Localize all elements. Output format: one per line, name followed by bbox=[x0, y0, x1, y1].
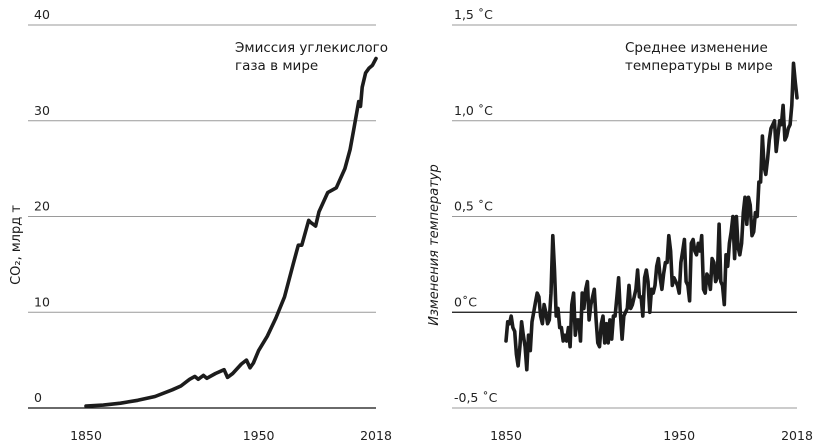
y-tick-label-2-2: 0,5 ˚C bbox=[454, 199, 493, 214]
y-tick-label-2-3: 1,0 ˚C bbox=[454, 103, 493, 118]
annotation-line-2-0: Среднее изменение bbox=[625, 40, 768, 56]
y-tick-label-2-4: 1,5 ˚C bbox=[454, 7, 493, 22]
y-tick-label-2-0: -0,5 ˚C bbox=[454, 390, 498, 405]
chart-annotation-2: Среднее изменение температуры в мире bbox=[625, 40, 773, 74]
x-tick-label-2-0: 1850 bbox=[490, 428, 522, 443]
chart-annotation-1: Эмиссия углекислого газа в мире bbox=[235, 40, 388, 74]
y-tick-label-1-4: 40 bbox=[34, 7, 50, 22]
annotation-line-1-0: Эмиссия углекислого bbox=[235, 40, 388, 56]
x-tick-label-1-1: 1950 bbox=[243, 428, 275, 443]
y-tick-label-1-0: 0 bbox=[34, 390, 42, 405]
x-tick-label-2-1: 1950 bbox=[663, 428, 695, 443]
annotation-line-2-1: температуры в мире bbox=[625, 58, 773, 74]
y-axis-label-2: Изменения температур bbox=[427, 164, 442, 325]
y-tick-label-1-2: 20 bbox=[34, 199, 50, 214]
y-tick-label-1-1: 10 bbox=[34, 294, 50, 309]
annotation-line-1-1: газа в мире bbox=[235, 58, 318, 74]
chart-1: 0 10 20 30 40 1850 1950 2018 Эмиссия углекислого… bbox=[9, 7, 392, 443]
chart-2: -0,5 ˚C 0˚C 0,5 ˚C 1,0 ˚C 1,5 ˚C 1850 1950 2018… bbox=[427, 7, 813, 443]
series-line-1-0 bbox=[86, 59, 376, 407]
y-tick-label-1-3: 30 bbox=[34, 103, 50, 118]
x-tick-label-2-2: 2018 bbox=[781, 428, 813, 443]
x-tick-label-1-0: 1850 bbox=[70, 428, 102, 443]
x-tick-label-1-2: 2018 bbox=[360, 428, 392, 443]
y-tick-label-2-1: 0˚C bbox=[454, 294, 477, 309]
y-axis-label-1: CO₂, млрд т bbox=[9, 205, 24, 285]
